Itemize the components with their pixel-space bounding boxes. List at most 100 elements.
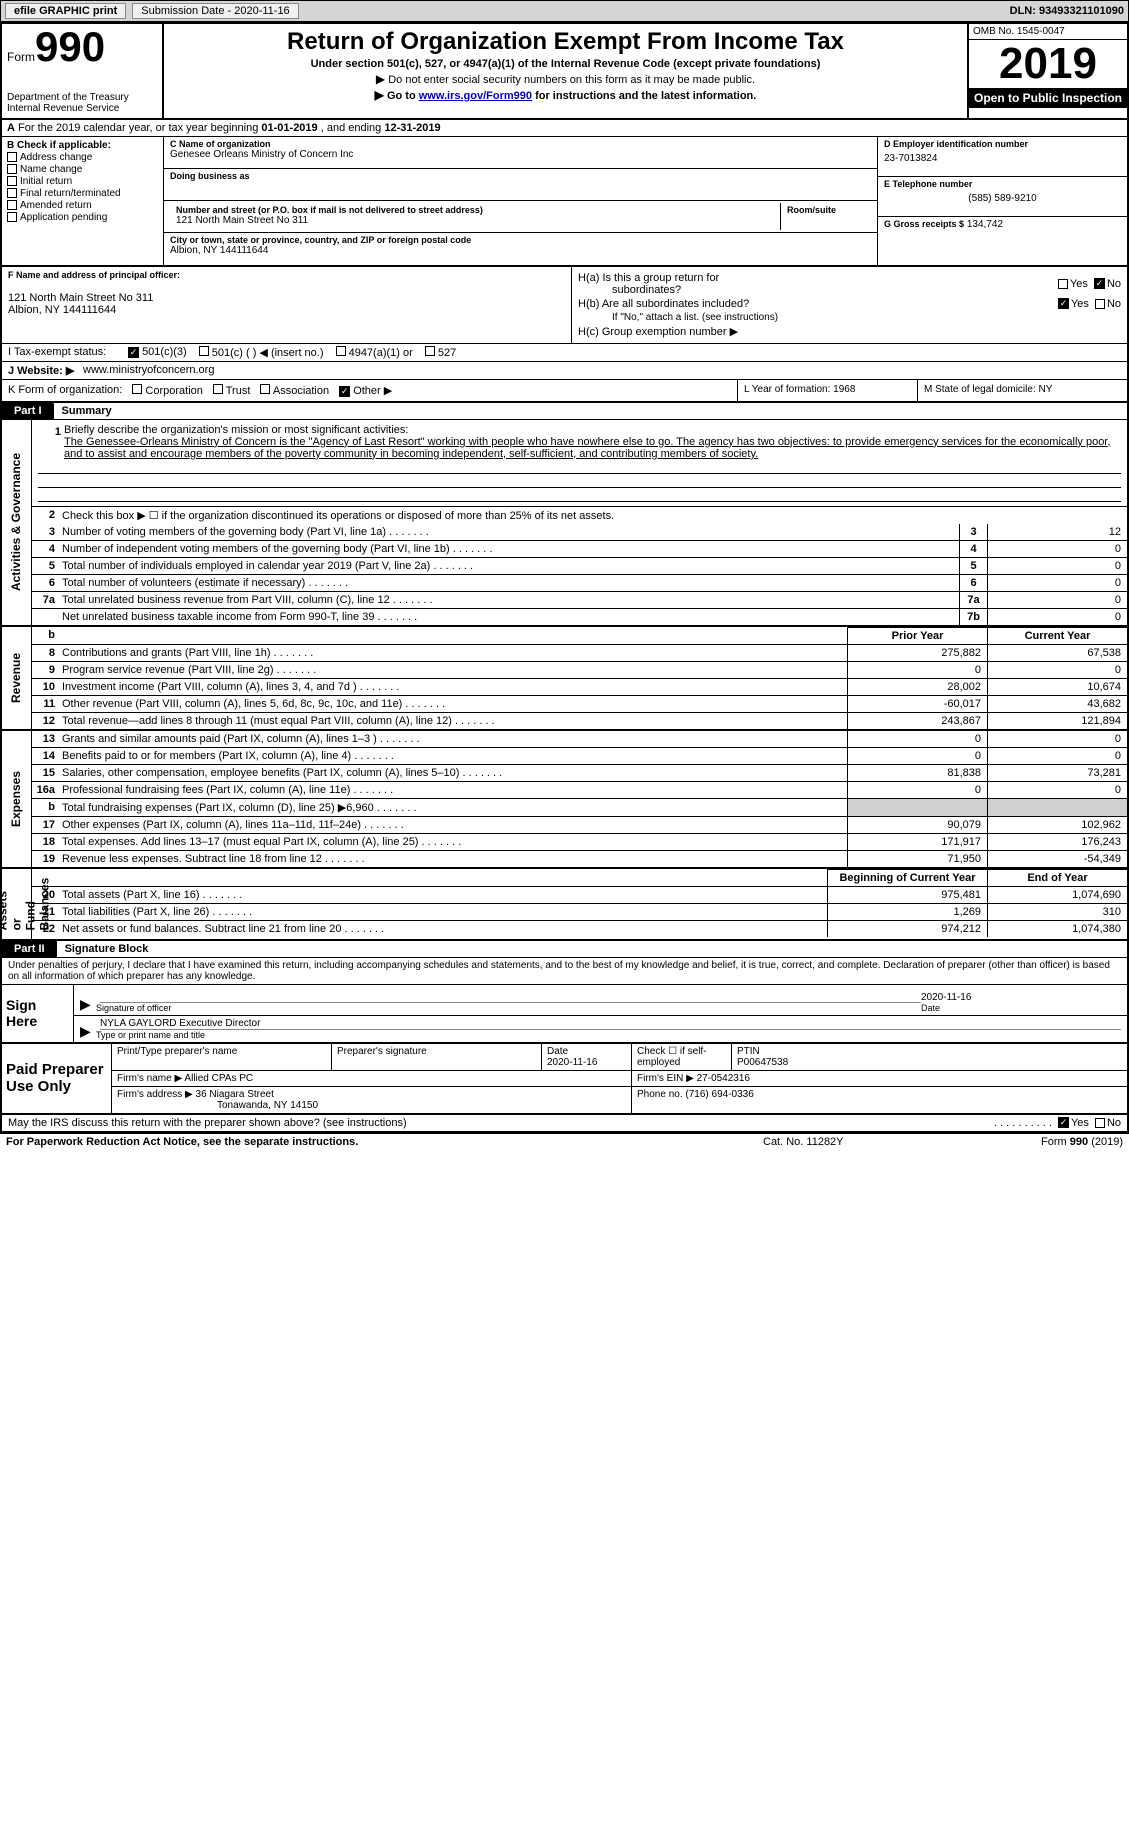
lbl-corp: Corporation [145,385,202,397]
sidelabel-expenses: Expenses [2,731,32,867]
row-a-mid: , and ending [321,122,385,134]
lbl-yes2: Yes [1071,298,1089,310]
section-activities-governance: Activities & Governance 1 Briefly descri… [2,420,1127,627]
paid-preparer-label: Paid Preparer Use Only [2,1044,112,1113]
dept-treasury: Department of the Treasury Internal Reve… [7,92,157,114]
lbl-prep-date: Date [547,1046,568,1057]
lbl-ptin: PTIN [737,1046,760,1057]
cb-hb-no[interactable] [1095,299,1105,309]
lbl-application-pending: Application pending [20,212,107,223]
officer-addr1: 121 North Main Street No 311 [8,292,565,304]
year-formation: L Year of formation: 1968 [737,380,917,401]
hb-note: If "No," attach a list. (see instruction… [578,312,1121,323]
summary-row: 3Number of voting members of the governi… [32,524,1127,541]
lbl-firm-name: Firm's name ▶ [117,1073,182,1084]
lbl-yes: Yes [1070,278,1088,290]
cb-discuss-yes-checked[interactable]: ✓ [1058,1117,1069,1128]
header-sub2: Do not enter social security numbers on … [388,74,755,86]
cb-501c3-checked[interactable]: ✓ [128,347,139,358]
cb-application-pending[interactable] [7,212,17,222]
cb-discuss-no[interactable] [1095,1118,1105,1128]
form-word: Form [7,50,35,64]
lbl-officer-sig: Signature of officer [96,1003,921,1013]
ptin: P00647538 [737,1057,788,1068]
q2-text: Check this box ▶ ☐ if the organization d… [58,507,1127,524]
summary-row: 4Number of independent voting members of… [32,541,1127,558]
lbl-address-change: Address change [20,152,92,163]
money-row: bTotal fundraising expenses (Part IX, co… [32,799,1127,817]
lbl-hc: H(c) Group exemption number ▶ [578,325,738,338]
section-expenses: Expenses 13Grants and similar amounts pa… [2,731,1127,869]
summary-row: 7aTotal unrelated business revenue from … [32,592,1127,609]
cb-assoc[interactable] [260,384,270,394]
q1-label: Briefly describe the organization's miss… [64,424,408,436]
efile-print-btn[interactable]: efile GRAPHIC print [5,3,126,19]
cb-amended-return[interactable] [7,200,17,210]
org-name: Genesee Orleans Ministry of Concern Inc [170,149,871,160]
lbl-org-name: C Name of organization [170,139,871,149]
prep-date: 2020-11-16 [547,1057,597,1068]
box-b-title: B Check if applicable: [7,140,158,151]
cb-corp[interactable] [132,384,142,394]
officer-name: NYLA GAYLORD Executive Director [100,1018,1121,1030]
section-b-thru-g: B Check if applicable: Address change Na… [2,137,1127,267]
lbl-ha-sub: subordinates? [578,284,681,296]
row-a-pre: For the 2019 calendar year, or tax year … [18,122,261,134]
lbl-city: City or town, state or province, country… [170,235,871,245]
irs-discuss-q: May the IRS discuss this return with the… [8,1117,994,1129]
cb-initial-return[interactable] [7,176,17,186]
cb-ha-no-checked[interactable]: ✓ [1094,278,1105,289]
cb-ha-yes[interactable] [1058,279,1068,289]
cb-501c[interactable] [199,346,209,356]
cb-trust[interactable] [213,384,223,394]
lbl-firm-ein: Firm's EIN ▶ [637,1073,694,1084]
officer-addr2: Albion, NY 144111644 [8,304,565,316]
box-h: H(a) Is this a group return forsubordina… [572,267,1127,343]
lbl-principal-officer: F Name and address of principal officer: [8,270,565,280]
irs-link[interactable]: www.irs.gov/Form990 [419,90,532,102]
lbl-self-employed: Check ☐ if self-employed [632,1044,732,1070]
money-row: 10Investment income (Part VIII, column (… [32,679,1127,696]
row-j: J Website: ▶ www.ministryofconcern.org [2,362,1127,380]
lbl-hb: H(b) Are all subordinates included? [578,298,749,310]
sidelabel-net-assets: Net Assets or Fund Balances [2,869,32,939]
part1-num: Part I [2,403,54,420]
cb-address-change[interactable] [7,152,17,162]
lbl-room: Room/suite [787,205,865,215]
col-begin-year: Beginning of Current Year [827,869,987,887]
lbl-501c3: 501(c)(3) [142,346,187,358]
part1-title: Summary [54,403,1127,420]
blank-line1 [38,460,1121,474]
top-toolbar: efile GRAPHIC print Submission Date - 20… [0,0,1129,22]
lbl-form-org: K Form of organization: [8,384,122,396]
cb-other-checked[interactable]: ✓ [339,386,350,397]
firm-name: Allied CPAs PC [184,1073,253,1084]
lbl-amended-return: Amended return [20,200,92,211]
lbl-trust: Trust [226,385,251,397]
cb-final-return[interactable] [7,188,17,198]
cb-4947[interactable] [336,346,346,356]
money-row: 19Revenue less expenses. Subtract line 1… [32,851,1127,867]
lbl-website: J Website: ▶ [8,364,83,377]
submission-date-btn[interactable]: Submission Date - 2020-11-16 [132,3,298,19]
lbl-firm-addr: Firm's address ▶ [117,1089,193,1100]
summary-row: 6Total number of volunteers (estimate if… [32,575,1127,592]
lbl-name-change: Name change [20,164,82,175]
form-title: Return of Organization Exempt From Incom… [287,28,844,56]
paperwork-notice: For Paperwork Reduction Act Notice, see … [6,1136,763,1148]
gross-receipts: 134,742 [967,219,1003,230]
state-domicile: M State of legal domicile: NY [917,380,1127,401]
money-row: 13Grants and similar amounts paid (Part … [32,731,1127,748]
website-url: www.ministryofconcern.org [83,364,214,376]
cb-hb-yes-checked[interactable]: ✓ [1058,298,1069,309]
cb-527[interactable] [425,346,435,356]
lbl-4947: 4947(a)(1) or [349,347,413,359]
cat-no: Cat. No. 11282Y [763,1136,963,1148]
section-revenue: Revenue b Prior Year Current Year 8Contr… [2,627,1127,731]
col-prior-year: Prior Year [847,627,987,645]
money-row: 8Contributions and grants (Part VIII, li… [32,645,1127,662]
tax-year-begin: 01-01-2019 [261,122,317,134]
lbl-discuss-yes: Yes [1071,1117,1089,1129]
officer-signature-field[interactable] [100,987,921,1003]
cb-name-change[interactable] [7,164,17,174]
